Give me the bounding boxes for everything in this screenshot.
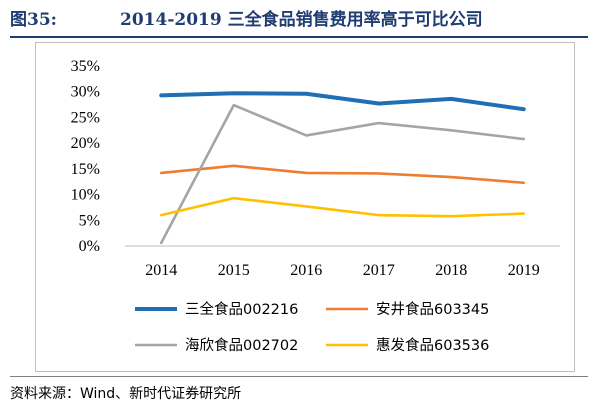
x-tick-label: 2017 — [363, 262, 395, 279]
source-note: 资料来源：Wind、新时代证券研究所 — [10, 386, 242, 402]
x-tick-label: 2016 — [290, 262, 322, 279]
y-tick-label: 15% — [71, 161, 100, 178]
y-tick-label: 20% — [71, 135, 100, 152]
y-tick-label: 35% — [71, 58, 100, 75]
x-axis-ticks: 2014 2015 2016 2017 2018 2019 — [145, 262, 540, 279]
legend: 三全食品002216 安井食品603345 海欣食品002702 惠发食品603536 — [135, 300, 489, 354]
figure-title: 图35: 2014-2019 三全食品销售费用率高于可比公司 — [10, 6, 590, 34]
x-tick-label: 2015 — [218, 262, 250, 279]
legend-label-4: 惠发食品603536 — [376, 337, 489, 354]
x-tick-label: 2014 — [145, 262, 177, 279]
series-line-4 — [159, 196, 526, 218]
y-axis-ticks: 0% 5% 10% 15% 20% 25% 30% 35% — [71, 58, 100, 255]
figure-title-text: 2014-2019 三全食品销售费用率高于可比公司 — [120, 10, 483, 30]
y-tick-label: 5% — [79, 212, 100, 229]
source-rule — [10, 376, 588, 377]
y-tick-label: 0% — [79, 238, 100, 255]
title-rule — [10, 36, 588, 38]
x-tick-label: 2019 — [508, 262, 540, 279]
series-line-2 — [159, 164, 526, 185]
x-tick-label: 2018 — [435, 262, 467, 279]
y-tick-label: 25% — [71, 109, 100, 126]
legend-label-2: 安井食品603345 — [376, 301, 489, 318]
legend-label-3: 海欣食品002702 — [185, 337, 298, 354]
series-line-3 — [159, 103, 526, 245]
figure-number: 图35: — [10, 10, 57, 30]
chart-frame — [35, 42, 575, 372]
series-lines — [159, 91, 526, 245]
legend-label-1: 三全食品002216 — [185, 300, 298, 318]
series-line-1 — [159, 91, 526, 112]
y-tick-label: 10% — [71, 187, 100, 204]
y-tick-label: 30% — [71, 84, 100, 101]
